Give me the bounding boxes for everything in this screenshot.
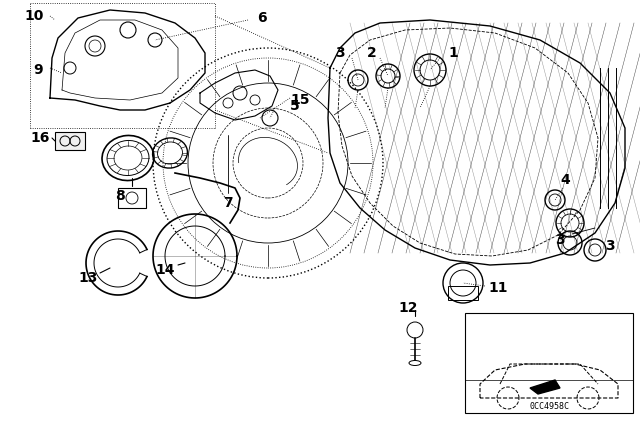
- Text: 13: 13: [78, 271, 98, 285]
- Text: 14: 14: [156, 263, 175, 277]
- Text: 3: 3: [555, 233, 565, 247]
- Text: 6: 6: [257, 11, 267, 25]
- Text: 3: 3: [335, 46, 345, 60]
- Text: 10: 10: [24, 9, 44, 23]
- Text: 4: 4: [560, 173, 570, 187]
- Text: 2: 2: [367, 46, 377, 60]
- Text: 0CC4958C: 0CC4958C: [529, 401, 569, 410]
- Text: 5: 5: [290, 99, 300, 113]
- Polygon shape: [530, 380, 560, 394]
- Text: 11: 11: [488, 281, 508, 295]
- Bar: [55, 132, 85, 150]
- Bar: [465, 313, 633, 413]
- Text: 16: 16: [30, 131, 50, 145]
- Bar: [448, 286, 478, 300]
- Text: 9: 9: [33, 63, 43, 77]
- Text: 7: 7: [223, 196, 233, 210]
- Text: 12: 12: [398, 301, 418, 315]
- Text: 8: 8: [115, 189, 125, 203]
- Text: 15: 15: [291, 93, 310, 107]
- Bar: [118, 188, 146, 208]
- Text: 3: 3: [605, 239, 615, 253]
- Text: 1: 1: [448, 46, 458, 60]
